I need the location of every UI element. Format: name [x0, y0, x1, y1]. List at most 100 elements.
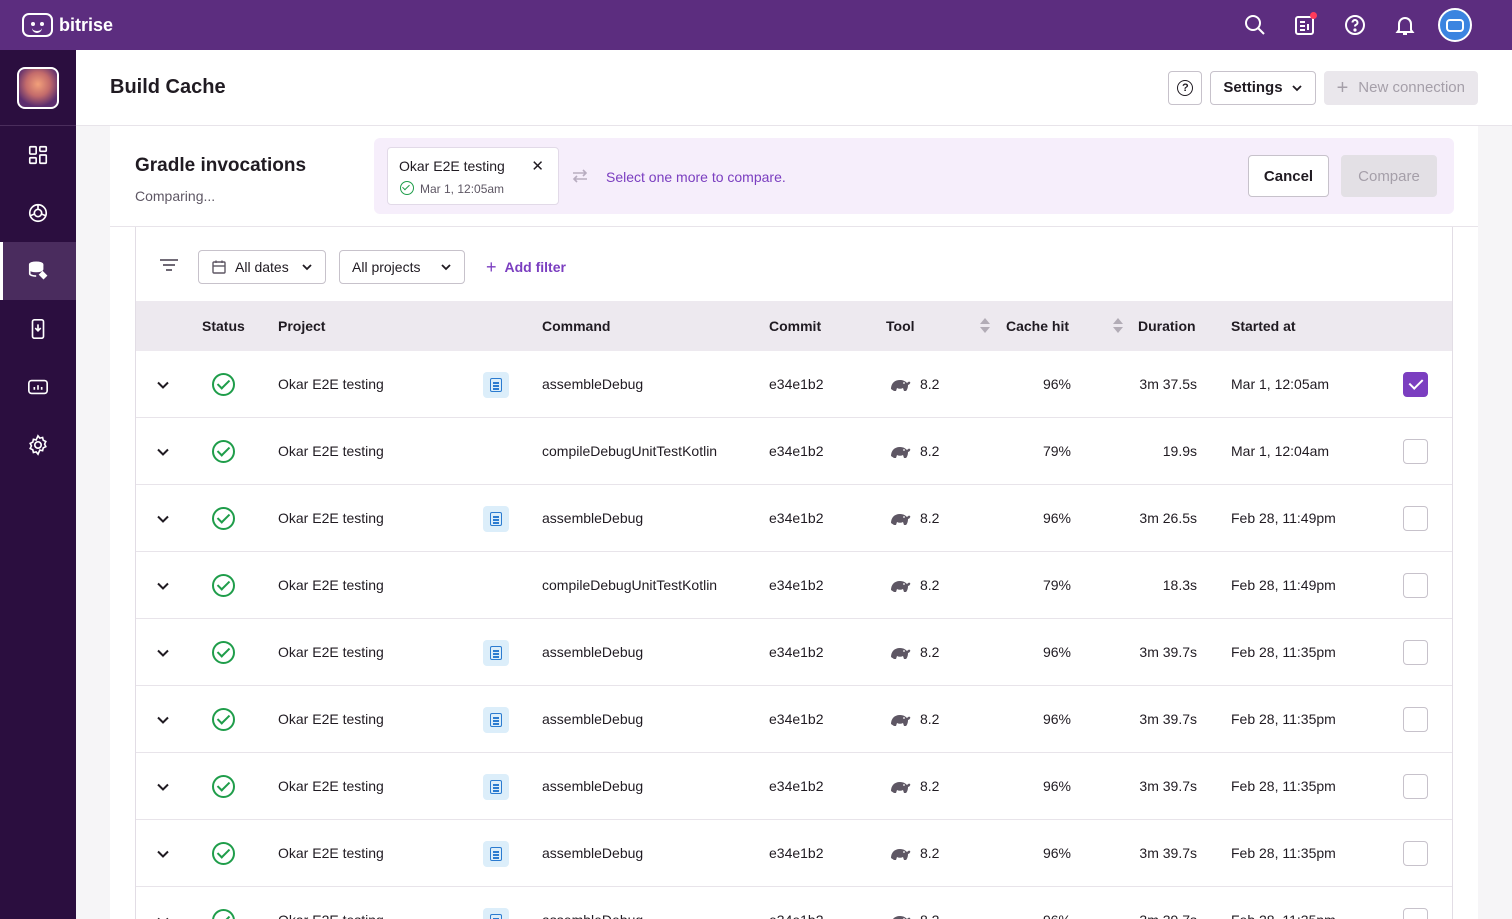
workspace-switcher[interactable] — [0, 50, 76, 126]
chevron-down-icon[interactable] — [155, 913, 171, 919]
page-header: Build Cache ? Settings + New connection — [76, 50, 1512, 126]
compare-checkbox[interactable] — [1403, 841, 1428, 866]
chevron-down-icon[interactable] — [155, 712, 171, 728]
build-log-icon[interactable] — [483, 707, 509, 733]
row-commit: e34e1b2 — [769, 845, 824, 861]
settings-button[interactable]: Settings — [1210, 70, 1316, 105]
sidebar-item-build-cache[interactable] — [0, 242, 76, 300]
new-connection-button[interactable]: + New connection — [1323, 70, 1478, 105]
notification-dot — [1310, 12, 1317, 19]
table-row[interactable]: Okar E2E testing assembleDebug e34e1b2 8.2 9… — [136, 351, 1452, 418]
sort-duration-icon[interactable] — [1113, 318, 1123, 334]
success-status-icon — [212, 842, 235, 865]
row-project[interactable]: Okar E2E testing — [278, 443, 384, 459]
chip-date: Mar 1, 12:05am — [420, 182, 505, 196]
row-project[interactable]: Okar E2E testing — [278, 711, 384, 727]
table-row[interactable]: Okar E2E testing assembleDebug e34e1b2 8.2 9… — [136, 753, 1452, 820]
sidebar-item-dashboard[interactable] — [0, 126, 76, 184]
calendar-icon — [212, 260, 226, 274]
invocations-card: All dates All projects + Add filter Stat… — [110, 227, 1478, 919]
build-log-icon[interactable] — [483, 774, 509, 800]
projects-label: All projects — [352, 259, 421, 275]
add-filter-button[interactable]: + Add filter — [486, 258, 566, 276]
row-duration: 3m 39.7s — [1139, 778, 1197, 794]
chevron-down-icon[interactable] — [155, 779, 171, 795]
row-started-at: Mar 1, 12:04am — [1231, 443, 1330, 459]
sidebar-item-insights[interactable] — [0, 184, 76, 242]
build-log-icon[interactable] — [483, 506, 509, 532]
row-project[interactable]: Okar E2E testing — [278, 778, 384, 794]
workspace-avatar — [17, 66, 59, 109]
table-row[interactable]: Okar E2E testing assembleDebug e34e1b2 8.2 9… — [136, 485, 1452, 552]
compare-checkbox[interactable] — [1403, 707, 1428, 732]
release-notes-icon[interactable] — [1280, 0, 1330, 50]
help-icon[interactable] — [1330, 0, 1380, 50]
chevron-down-icon[interactable] — [155, 377, 171, 393]
sidebar-item-analytics[interactable] — [0, 358, 76, 416]
compare-checkbox[interactable] — [1403, 573, 1428, 598]
table-row[interactable]: Okar E2E testing assembleDebug e34e1b2 8.2 9… — [136, 619, 1452, 686]
table-row[interactable]: Okar E2E testing compileDebugUnitTestKotl… — [136, 418, 1452, 485]
dates-dropdown[interactable]: All dates — [198, 250, 326, 284]
row-project[interactable]: Okar E2E testing — [278, 510, 384, 526]
chevron-down-icon[interactable] — [155, 578, 171, 594]
table-row[interactable]: Okar E2E testing assembleDebug e34e1b2 8.2 9… — [136, 686, 1452, 753]
row-project[interactable]: Okar E2E testing — [278, 912, 384, 919]
compare-checkbox[interactable] — [1403, 640, 1428, 665]
row-started-at: Mar 1, 12:05am — [1231, 376, 1330, 392]
header-cache-hit[interactable]: Cache hit — [1006, 318, 1070, 334]
brand-logo[interactable]: bitrise — [22, 13, 113, 37]
build-log-icon[interactable] — [483, 841, 509, 867]
close-icon[interactable]: ✕ — [531, 158, 544, 175]
chevron-down-icon[interactable] — [155, 846, 171, 862]
dates-label: All dates — [235, 259, 289, 275]
build-log-icon[interactable] — [483, 908, 509, 919]
header-command: Command — [542, 318, 611, 334]
sidebar-item-devices[interactable] — [0, 300, 76, 358]
row-project[interactable]: Okar E2E testing — [278, 644, 384, 660]
table-row[interactable]: Okar E2E testing assembleDebug e34e1b2 8.2 9… — [136, 820, 1452, 887]
cancel-button[interactable]: Cancel — [1248, 155, 1329, 197]
plus-icon: + — [486, 257, 497, 277]
compare-checkbox[interactable] — [1403, 439, 1428, 464]
chevron-down-icon[interactable] — [155, 511, 171, 527]
compare-checkbox[interactable] — [1403, 372, 1428, 397]
row-project[interactable]: Okar E2E testing — [278, 577, 384, 593]
compare-button[interactable]: Compare — [1341, 155, 1437, 197]
table-row[interactable]: Okar E2E testing compileDebugUnitTestKotl… — [136, 552, 1452, 619]
gradle-elephant-icon — [891, 849, 911, 860]
row-project[interactable]: Okar E2E testing — [278, 845, 384, 861]
compare-checkbox[interactable] — [1403, 908, 1428, 919]
compare-checkbox[interactable] — [1403, 774, 1428, 799]
row-project[interactable]: Okar E2E testing — [278, 376, 384, 392]
gradle-elephant-icon — [891, 782, 911, 793]
chevron-down-icon[interactable] — [155, 444, 171, 460]
projects-dropdown[interactable]: All projects — [339, 250, 465, 284]
search-icon[interactable] — [1230, 0, 1280, 50]
row-tool-version: 8.2 — [920, 376, 940, 392]
help-button[interactable]: ? — [1168, 70, 1203, 105]
user-avatar[interactable] — [1438, 8, 1472, 42]
success-status-icon — [212, 708, 235, 731]
build-log-icon[interactable] — [483, 640, 509, 666]
filter-icon[interactable] — [158, 257, 180, 273]
sort-cache-hit-icon[interactable] — [980, 318, 990, 334]
sidebar-item-settings[interactable] — [0, 416, 76, 474]
success-status-icon — [212, 909, 235, 919]
row-cache-hit: 96% — [996, 912, 1071, 919]
build-log-icon[interactable] — [483, 372, 509, 398]
gradle-elephant-icon — [891, 514, 911, 525]
bell-icon[interactable] — [1380, 0, 1430, 50]
row-cache-hit: 79% — [1042, 577, 1071, 593]
success-status-icon — [212, 440, 235, 463]
top-bar: bitrise — [0, 0, 1512, 50]
compare-checkbox[interactable] — [1403, 506, 1428, 531]
chevron-down-icon[interactable] — [155, 645, 171, 661]
header-duration[interactable]: Duration — [1138, 318, 1196, 334]
row-tool-version: 8.2 — [920, 845, 940, 861]
header-started-at: Started at — [1231, 318, 1296, 334]
success-status-icon — [212, 574, 235, 597]
build-cache-icon — [28, 261, 48, 280]
plus-icon: + — [1336, 76, 1349, 99]
table-row[interactable]: Okar E2E testing assembleDebug e34e1b2 8.2 9… — [136, 887, 1452, 919]
